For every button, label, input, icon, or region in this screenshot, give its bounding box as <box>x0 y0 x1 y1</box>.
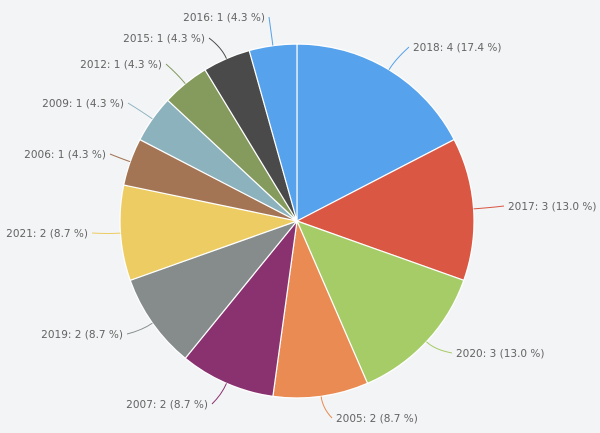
leader-line-2018 <box>388 46 410 71</box>
slice-labels-layer: 2018: 4 (17.4 %) 2017: 3 (13.0 %) 2020: 3 … <box>6 12 596 425</box>
leader-line-2015 <box>208 37 227 59</box>
slice-label-2020: 2020: 3 (13.0 %) <box>456 348 545 360</box>
slice-label-2009: 2009: 1 (4.3 %) <box>42 98 124 110</box>
pie-slice-2021[interactable] <box>119 184 298 281</box>
slice-label-2005: 2005: 2 (8.7 %) <box>336 413 418 425</box>
leader-line-2017 <box>473 205 505 210</box>
slice-label-2012: 2012: 1 (4.3 %) <box>80 59 162 71</box>
slice-label-2015: 2015: 1 (4.3 %) <box>123 33 205 45</box>
slice-label-2016: 2016: 1 (4.3 %) <box>183 12 265 24</box>
pie-slice-2016[interactable] <box>248 43 298 222</box>
slice-label-2019: 2019: 2 (8.7 %) <box>41 329 123 341</box>
leader-lines-layer <box>91 16 505 419</box>
slices-layer <box>119 43 475 399</box>
leader-line-2016 <box>268 16 274 46</box>
slice-label-2018: 2018: 4 (17.4 %) <box>413 42 502 54</box>
slice-label-2006: 2006: 1 (4.3 %) <box>24 149 106 161</box>
slice-label-2021: 2021: 2 (8.7 %) <box>6 228 88 240</box>
leader-line-2012 <box>165 63 186 85</box>
pie-slice-2019[interactable] <box>129 220 298 359</box>
pie-slice-2020[interactable] <box>296 220 465 384</box>
slice-label-2007: 2007: 2 (8.7 %) <box>126 399 208 411</box>
slice-label-2017: 2017: 3 (13.0 %) <box>508 201 597 213</box>
pie-slice-2007[interactable] <box>184 220 298 397</box>
leader-line-2020 <box>426 341 453 354</box>
pie-slice-2017[interactable] <box>296 138 475 281</box>
pie-slice-2005[interactable] <box>272 220 369 399</box>
leader-line-2007 <box>211 383 227 405</box>
leader-line-2005 <box>320 396 333 419</box>
leader-line-2019 <box>126 322 153 335</box>
leader-line-2006 <box>109 153 131 163</box>
leader-line-2009 <box>127 102 153 120</box>
